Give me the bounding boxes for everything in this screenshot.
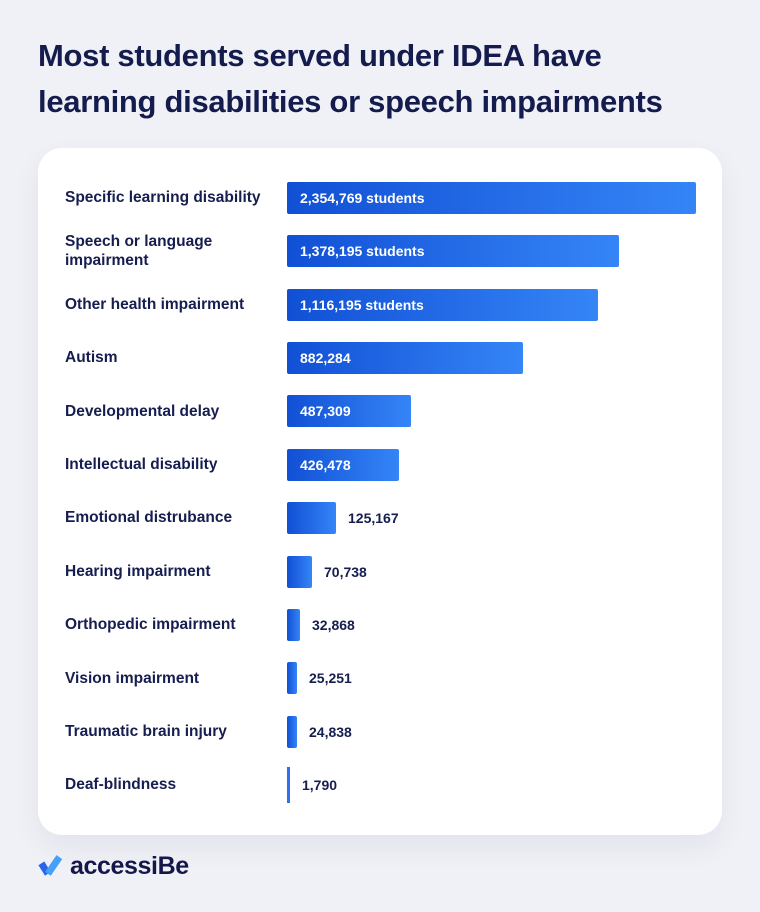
value-label: 32,868	[312, 616, 355, 633]
value-label: 426,478	[300, 456, 351, 473]
bar: 882,284	[287, 341, 523, 374]
bar-zone: 1,378,195 students	[287, 235, 722, 268]
chart-row: Traumatic brain injury 24,838	[38, 705, 722, 758]
bar-zone: 25,251	[287, 662, 722, 695]
category-label: Speech or language impairment	[65, 232, 213, 270]
bar-zone: 1,116,195 students	[287, 288, 722, 321]
value-label: 1,378,195 students	[300, 243, 425, 260]
chart-row: Vision impairment 25,251	[38, 652, 722, 705]
value-label: 1,790	[302, 777, 338, 794]
bar	[287, 767, 290, 804]
chart-row: Orthopedic impairment 32,868	[38, 598, 722, 651]
value-label: 125,167	[348, 510, 399, 527]
value-label: 25,251	[309, 670, 352, 687]
chart-row: Autism 882,284	[38, 331, 722, 384]
chart-row: Specific learning disability 2,354,769 st…	[38, 171, 722, 224]
bar-zone: 24,838	[287, 715, 722, 748]
bar	[287, 662, 297, 695]
category-label: Orthopedic impairment	[65, 616, 236, 634]
bar: 1,116,195 students	[287, 288, 598, 321]
bar	[287, 555, 312, 588]
bar-zone: 32,868	[287, 608, 722, 641]
bar-zone: 70,738	[287, 555, 722, 588]
chart-row: Developmental delay 487,309	[38, 385, 722, 438]
chart-row: Speech or language impairment 1,378,195 s…	[38, 224, 722, 277]
category-label: Deaf-blindness	[65, 776, 177, 794]
chart-row: Emotional distrubance 125,167	[38, 491, 722, 544]
category-label: Other health impairment	[65, 295, 245, 313]
value-label: 487,309	[300, 403, 351, 420]
page-title-line-2: learning disabilities or speech impairme…	[38, 84, 663, 119]
bar-zone: 1,790	[287, 767, 722, 804]
category-label: Emotional distrubance	[65, 509, 233, 527]
value-label: 1,116,195 students	[300, 296, 424, 313]
value-label: 882,284	[300, 349, 351, 366]
bar: 426,478	[287, 448, 399, 481]
bar-zone: 125,167	[287, 502, 722, 535]
bar-zone: 2,354,769 students	[287, 181, 722, 214]
bar-zone: 487,309	[287, 395, 722, 428]
brand-name: accessiBe	[70, 852, 189, 880]
category-label: Autism	[65, 349, 118, 367]
category-label: Intellectual disability	[65, 456, 218, 474]
bar	[287, 715, 297, 748]
bar: 1,378,195 students	[287, 235, 619, 268]
chart-row: Deaf-blindness 1,790	[38, 758, 722, 811]
checkmark-icon	[38, 855, 63, 876]
chart-row: Hearing impairment 70,738	[38, 545, 722, 598]
chart-card: Specific learning disability 2,354,769 st…	[38, 148, 722, 835]
category-label: Hearing impairment	[65, 562, 211, 580]
accessibe-logo: accessiBe	[38, 852, 189, 881]
bar: 2,354,769 students	[287, 181, 696, 214]
value-label: 70,738	[324, 563, 367, 580]
bar-zone: 426,478	[287, 448, 722, 481]
bar-zone: 882,284	[287, 341, 722, 374]
category-label: Developmental delay	[65, 402, 220, 420]
bar	[287, 502, 336, 535]
category-label: Vision impairment	[65, 669, 200, 687]
value-label: 2,354,769 students	[300, 189, 425, 206]
page-title-line-1: Most students served under IDEA have	[38, 38, 602, 73]
category-label: Specific learning disability	[65, 189, 261, 206]
chart-row: Intellectual disability 426,478	[38, 438, 722, 491]
chart-row: Other health impairment 1,116,195 student…	[38, 278, 722, 331]
bar: 487,309	[287, 395, 411, 428]
page-title: Most students served under IDEA have lea…	[38, 33, 728, 125]
value-label: 24,838	[309, 723, 352, 740]
bar	[287, 608, 300, 641]
category-label: Traumatic brain injury	[65, 723, 227, 741]
